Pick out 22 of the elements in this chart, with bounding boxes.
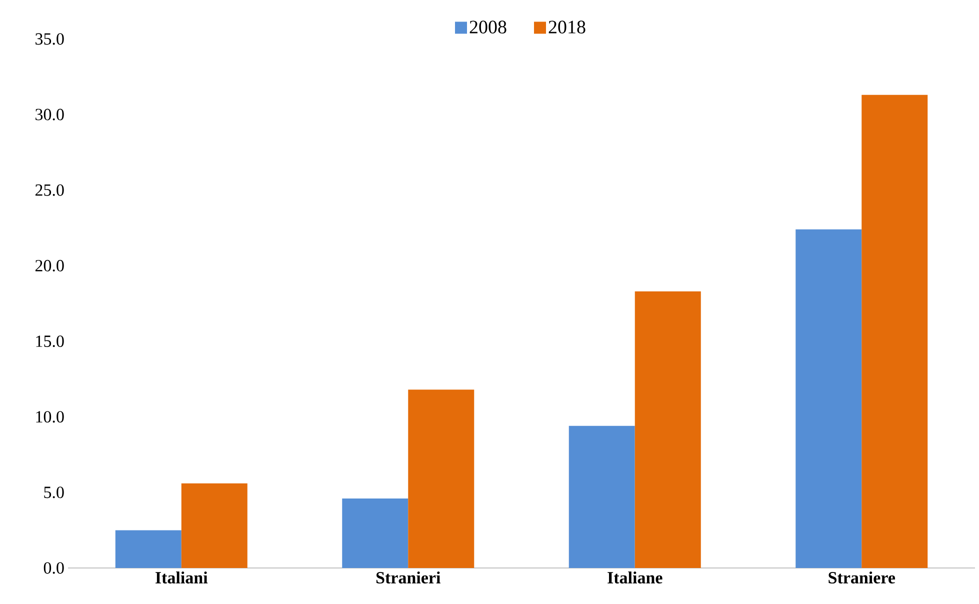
x-tick-label: Italiane [608, 572, 662, 584]
bar [862, 94, 928, 568]
x-tick-label: Stranieri [376, 572, 440, 584]
bar [115, 530, 182, 568]
legend-label: 2008 [470, 20, 506, 34]
legend-label: 2018 [548, 20, 586, 34]
bar [796, 229, 862, 568]
y-tick-label: 25.0 [35, 184, 64, 196]
y-tick-label: 20.0 [35, 260, 64, 272]
y-tick-label: 35.0 [36, 33, 64, 45]
y-tick-label: 30.0 [36, 108, 64, 120]
x-tick-label: Straniere [828, 572, 896, 584]
bar [408, 390, 474, 568]
y-tick-label: 10.0 [36, 411, 64, 423]
y-tick-label: 15.0 [36, 336, 64, 348]
bar [634, 291, 701, 568]
bar [342, 498, 408, 568]
y-tick-label: 0.0 [44, 562, 64, 574]
x-tick-label: Italiani [156, 572, 208, 584]
bar [568, 426, 635, 568]
y-tick-label: 5.0 [44, 486, 64, 498]
bar [181, 483, 248, 568]
